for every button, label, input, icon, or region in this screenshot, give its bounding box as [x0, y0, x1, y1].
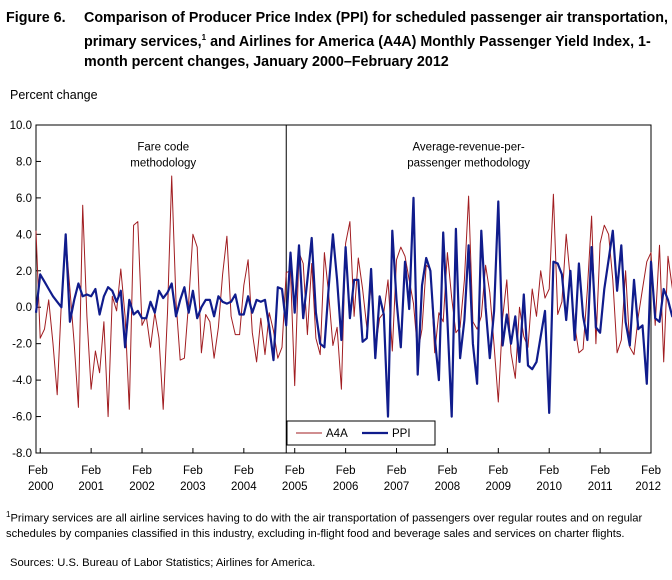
y-tick-label: 2.0 — [16, 266, 32, 278]
x-tick-label: Feb — [132, 465, 152, 477]
x-tick-label: 2000 — [28, 481, 54, 493]
methodology-annotation: Average-revenue-per-passenger methodolog… — [407, 142, 530, 170]
x-tick-label: 2012 — [635, 481, 661, 493]
x-tick-label: Feb — [285, 465, 305, 477]
legend-label-a4a: A4A — [326, 428, 348, 440]
x-tick-label: Feb — [234, 465, 254, 477]
x-tick-label: 2006 — [333, 481, 359, 493]
y-tick-label: -8.0 — [12, 448, 32, 460]
legend-label-ppi: PPI — [392, 428, 411, 440]
y-tick-label: -6.0 — [12, 412, 32, 424]
x-tick-label: Feb — [28, 465, 48, 477]
y-tick-label: 0.0 — [16, 302, 32, 314]
figure-label: Figure 6. — [6, 10, 66, 26]
legend: A4A PPI — [286, 420, 436, 446]
y-tick-label: 8.0 — [16, 156, 32, 168]
x-tick-label: 2009 — [486, 481, 512, 493]
x-tick-label: Feb — [641, 465, 661, 477]
x-tick-label: 2004 — [231, 481, 257, 493]
y-tick-label: 10.0 — [10, 120, 32, 132]
sources-note: Sources: U.S. Bureau of Labor Statistics… — [10, 557, 316, 569]
x-tick-label: Feb — [539, 465, 559, 477]
x-tick-label: 2002 — [129, 481, 155, 493]
figure-title: Comparison of Producer Price Index (PPI)… — [84, 10, 668, 70]
footnote: 1Primary services are all airline servic… — [6, 510, 643, 540]
y-tick-label: 6.0 — [16, 193, 32, 205]
methodology-annotation: Fare code methodology — [130, 142, 196, 170]
x-tick-label: 2011 — [588, 481, 613, 493]
x-tick-label: 2008 — [435, 481, 461, 493]
x-tick-label: 2005 — [282, 481, 308, 493]
x-tick-label: Feb — [590, 465, 610, 477]
x-tick-label: Feb — [81, 465, 101, 477]
series-line-ppi — [34, 196, 672, 418]
y-tick-label: 4.0 — [16, 229, 32, 241]
y-tick-label: -4.0 — [12, 375, 32, 387]
x-tick-label: Feb — [183, 465, 203, 477]
y-axis-label: Percent change — [10, 88, 98, 102]
y-tick-label: -2.0 — [12, 339, 32, 351]
x-tick-label: Feb — [488, 465, 508, 477]
x-tick-label: 2003 — [180, 481, 206, 493]
x-tick-label: 2001 — [78, 481, 104, 493]
x-tick-label: 2007 — [384, 481, 410, 493]
x-tick-label: Feb — [437, 465, 457, 477]
x-tick-label: Feb — [387, 465, 407, 477]
x-tick-label: 2010 — [536, 481, 562, 493]
x-tick-label: Feb — [336, 465, 356, 477]
